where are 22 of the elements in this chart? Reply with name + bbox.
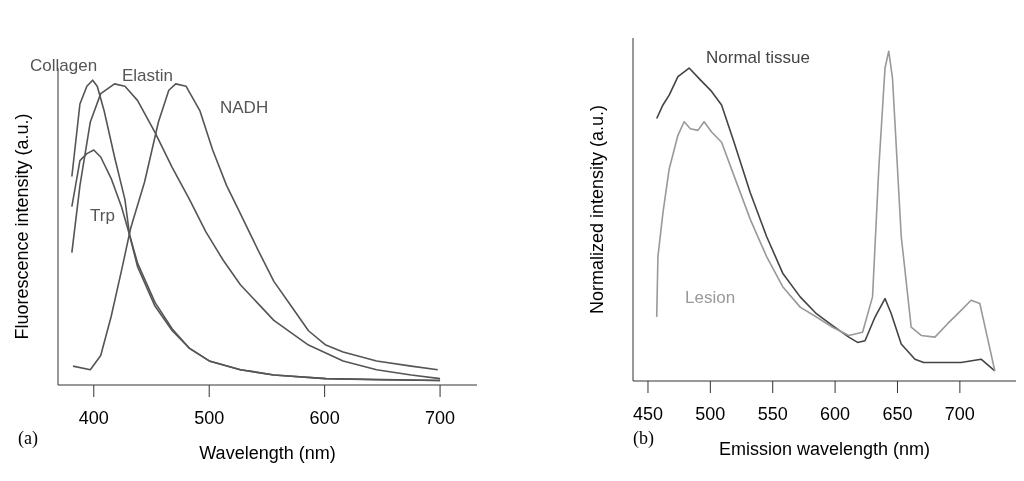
text: (b): [633, 428, 654, 449]
x-tick-label: 600: [820, 403, 851, 424]
series-label: Collagen: [30, 56, 98, 76]
x-tick-label: 550: [757, 403, 788, 424]
x-axis-title: Emission wavelength (nm): [718, 439, 931, 459]
series-label: Trp: [90, 206, 115, 226]
x-tick-label: 500: [194, 407, 225, 428]
x-tick-label: 650: [882, 403, 913, 424]
series-label: Elastin: [122, 66, 174, 86]
y-axis-title: Fluorescence intensity (a.u.): [12, 113, 33, 340]
x-tick-label: 700: [944, 403, 975, 424]
series-label: Normal tissue: [706, 48, 810, 68]
series-label: Lesion: [685, 288, 736, 308]
x-axis-title: Wavelength (nm): [199, 443, 336, 463]
series-label: NADH: [220, 98, 269, 118]
text: (a): [18, 428, 38, 449]
x-tick-label: 450: [632, 403, 663, 424]
x-tick-label: 600: [309, 407, 340, 428]
x-tick-label: 700: [425, 407, 456, 428]
y-axis-title: Normalized intensity (a.u.): [587, 104, 608, 315]
x-tick-label: 400: [78, 407, 109, 428]
x-tick-label: 500: [695, 403, 726, 424]
